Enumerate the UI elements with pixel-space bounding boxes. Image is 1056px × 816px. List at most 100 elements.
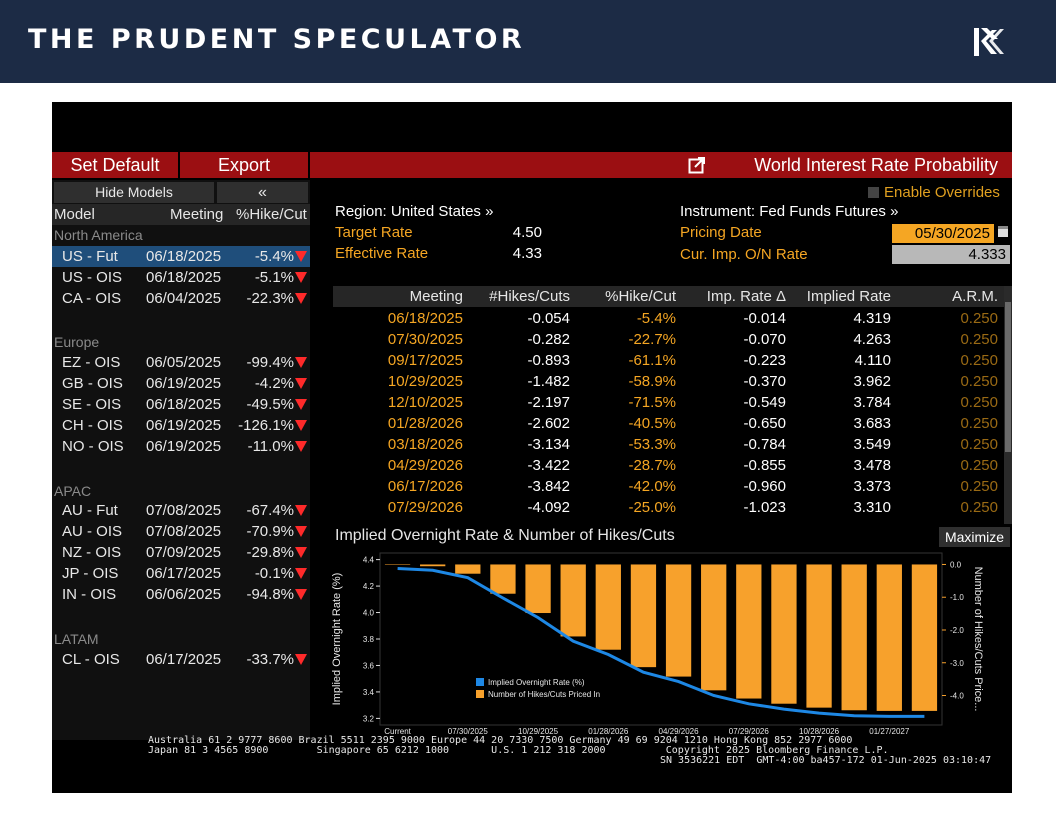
table-row[interactable]: 01/28/2026 -2.602 -40.5% -0.650 3.683 0.… [333, 413, 1004, 434]
model-row[interactable]: IN - OIS 06/06/2025 -94.8% [52, 584, 310, 605]
table-row[interactable]: 06/17/2026 -3.842 -42.0% -0.960 3.373 0.… [333, 476, 1004, 497]
pricing-date-input[interactable]: 05/30/2025 [892, 224, 994, 243]
cell-implied: 3.549 [853, 436, 891, 453]
table-row[interactable]: 03/18/2026 -3.134 -53.3% -0.784 3.549 0.… [333, 434, 1004, 455]
cell-implied: 3.373 [853, 478, 891, 495]
set-default-button[interactable]: Set Default [70, 155, 160, 175]
cell-hikes: -2.197 [527, 394, 570, 411]
cell-delta: -1.023 [743, 499, 786, 516]
table-row[interactable]: 07/30/2025 -0.282 -22.7% -0.070 4.263 0.… [333, 329, 1004, 350]
models-panel: Hide Models « Model Meeting %Hike/Cut No… [52, 180, 310, 740]
table-scroll-thumb[interactable] [1005, 302, 1011, 452]
table-row[interactable]: 06/18/2025 -0.054 -5.4% -0.014 4.319 0.2… [333, 308, 1004, 329]
x-tick-label: Current [384, 727, 411, 736]
down-arrow-icon [295, 399, 307, 410]
target-rate-value: 4.50 [512, 224, 542, 241]
models-header-row [52, 204, 310, 225]
model-name: NO - OIS [62, 438, 124, 455]
x-tick-label: 01/27/2027 [869, 727, 910, 736]
enable-overrides-label[interactable]: Enable Overrides [884, 184, 1000, 201]
down-arrow-icon [295, 272, 307, 283]
left-tick-label: 4.4 [363, 556, 375, 565]
model-row[interactable]: SE - OIS 06/18/2025 -49.5% [52, 394, 310, 415]
meeting-date: 06/18/2025 [146, 248, 222, 265]
col-hikes-cuts[interactable]: #Hikes/Cuts [489, 288, 570, 305]
model-name: IN - OIS [62, 586, 117, 603]
meeting-date: 06/19/2025 [146, 375, 222, 392]
model-row[interactable]: NZ - OIS 07/09/2025 -29.8% [52, 542, 310, 563]
footer-session: SN 3536221 EDT GMT-4:00 ba457-172 01-Jun… [660, 755, 992, 766]
model-row[interactable]: NO - OIS 06/19/2025 -11.0% [52, 436, 310, 457]
calendar-icon[interactable] [997, 224, 1009, 238]
pct-column-header[interactable]: %Hike/Cut [236, 206, 307, 223]
down-arrow-icon [295, 589, 307, 600]
model-row[interactable]: JP - OIS 06/17/2025 -0.1% [52, 563, 310, 584]
hikes-cuts-bar [701, 564, 727, 691]
hikes-cuts-bar [736, 564, 762, 699]
instrument-selector[interactable]: Instrument: Fed Funds Futures » [680, 203, 899, 220]
hikes-cuts-bar [630, 564, 657, 668]
right-tick-label: -2.0 [950, 626, 964, 635]
model-row[interactable]: GB - OIS 06/19/2025 -4.2% [52, 373, 310, 394]
left-tick-label: 4.2 [363, 582, 375, 591]
enable-overrides-checkbox[interactable] [868, 187, 879, 198]
model-name: EZ - OIS [62, 354, 121, 371]
maximize-button[interactable]: Maximize [939, 527, 1010, 547]
model-name: NZ - OIS [62, 544, 122, 561]
collapse-panel-button[interactable]: « [217, 182, 308, 203]
right-tick-label: -4.0 [950, 692, 964, 701]
table-row[interactable]: 04/29/2026 -3.422 -28.7% -0.855 3.478 0.… [333, 455, 1004, 476]
popout-icon[interactable] [688, 156, 706, 174]
brand-title: THE PRUDENT SPECULATOR [28, 24, 526, 55]
cell-arm: 0.250 [960, 310, 998, 327]
col-pct-hike-cut[interactable]: %Hike/Cut [605, 288, 676, 305]
model-name: AU - OIS [62, 523, 123, 540]
model-row[interactable]: CA - OIS 06/04/2025 -22.3% [52, 288, 310, 309]
model-row[interactable]: CH - OIS 06/19/2025 -126.1% [52, 415, 310, 436]
table-row[interactable]: 10/29/2025 -1.482 -58.9% -0.370 3.962 0.… [333, 371, 1004, 392]
right-axis-title: Number of Hikes/Cuts Price... [972, 567, 984, 712]
col-arm[interactable]: A.R.M. [952, 288, 998, 305]
implied-rate-chart: 4.4 4.2 4.0 3.8 3.6 3.4 3.2 0.0 -1.0 -2.0 -3.0 -4.0… [331, 552, 984, 736]
left-tick-label: 4.0 [363, 609, 375, 618]
col-implied-rate[interactable]: Implied Rate [806, 288, 891, 305]
model-row[interactable]: CL - OIS 06/17/2025 -33.7% [52, 649, 310, 670]
table-row[interactable]: 12/10/2025 -2.197 -71.5% -0.549 3.784 0.… [333, 392, 1004, 413]
table-row[interactable]: 09/17/2025 -0.893 -61.1% -0.223 4.110 0.… [333, 350, 1004, 371]
model-row[interactable]: AU - Fut 07/08/2025 -67.4% [52, 500, 310, 521]
x-tick-label: 07/29/2026 [729, 727, 770, 736]
meeting-date: 06/19/2025 [146, 417, 222, 434]
model-row[interactable]: EZ - OIS 06/05/2025 -99.4% [52, 352, 310, 373]
hide-models-button[interactable]: Hide Models [54, 182, 214, 203]
model-row[interactable]: US - Fut 06/18/2025 -5.4% [52, 246, 310, 267]
model-row[interactable]: AU - OIS 07/08/2025 -70.9% [52, 521, 310, 542]
pct-value: -4.2% [254, 375, 294, 392]
toolbar-divider [178, 152, 180, 178]
model-column-header[interactable]: Model [54, 206, 95, 223]
export-button[interactable]: Export [217, 155, 271, 175]
cell-arm: 0.250 [960, 352, 998, 369]
table-row[interactable]: 07/29/2026 -4.092 -25.0% -1.023 3.310 0.… [333, 497, 1004, 518]
cell-hikes: -0.893 [527, 352, 570, 369]
pct-value: -11.0% [247, 438, 294, 455]
table-header [333, 286, 1004, 307]
col-imp-rate-delta[interactable]: Imp. Rate Δ [706, 288, 786, 305]
meeting-date: 06/18/2025 [146, 269, 222, 286]
region-selector[interactable]: Region: United States » [335, 203, 494, 220]
hikes-cuts-bar [911, 564, 938, 711]
x-tick-label: 10/28/2026 [799, 727, 840, 736]
meeting-column-header[interactable]: Meeting [170, 206, 224, 223]
left-tick-label: 3.4 [363, 688, 375, 697]
pricing-date-label: Pricing Date [680, 224, 762, 241]
model-row[interactable]: US - OIS 06/18/2025 -5.1% [52, 267, 310, 288]
legend-bar-label: Number of Hikes/Cuts Priced In [488, 690, 600, 699]
cell-hikes: -0.282 [527, 331, 570, 348]
hikes-cuts-bar [384, 564, 411, 565]
col-meeting[interactable]: Meeting [409, 288, 463, 305]
cell-delta: -0.223 [743, 352, 786, 369]
cell-delta: -0.960 [743, 478, 786, 495]
cell-pct: -5.4% [636, 310, 676, 327]
cell-meeting: 12/10/2025 [387, 394, 463, 411]
cell-implied: 4.110 [854, 352, 891, 369]
left-axis-title: Implied Overnight Rate (%) [331, 573, 343, 706]
